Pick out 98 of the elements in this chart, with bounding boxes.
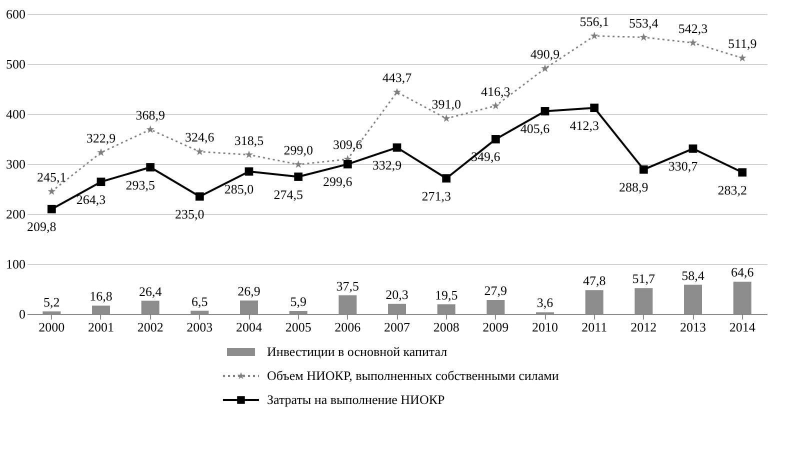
point — [343, 160, 352, 168]
point — [393, 88, 401, 96]
y-tick-label: 500 — [6, 56, 26, 72]
point — [689, 38, 697, 46]
data-label: 299,6 — [323, 174, 353, 190]
data-label: 332,9 — [372, 158, 402, 173]
x-tick-label: 2010 — [532, 320, 558, 334]
x-tick-label: 2014 — [729, 320, 756, 334]
data-label: 412,3 — [570, 118, 599, 133]
data-label: 293,5 — [126, 177, 155, 192]
x-tick-label: 2003 — [186, 320, 213, 334]
data-label: 511,9 — [728, 36, 757, 52]
point — [392, 143, 402, 152]
x-tick-label: 2006 — [334, 320, 362, 334]
data-label: 5,2 — [44, 294, 60, 310]
x-tick-label: 2005 — [285, 320, 312, 334]
data-label: 264,3 — [76, 192, 106, 207]
point — [541, 64, 549, 72]
y-tick-label: 400 — [6, 106, 26, 122]
data-label: 556,1 — [580, 14, 609, 29]
point — [96, 178, 106, 186]
y-tick-label: 200 — [6, 206, 26, 222]
point — [738, 168, 747, 177]
data-label: 37,5 — [336, 278, 360, 294]
point — [590, 104, 599, 112]
data-label: 274,5 — [274, 186, 303, 202]
data-label: 20,3 — [386, 286, 408, 302]
data-label: 288,9 — [619, 180, 648, 195]
data-label: 47,8 — [582, 273, 606, 288]
point — [196, 148, 204, 156]
legend-label: Инвестиции в основной капитал — [267, 344, 448, 359]
data-label: 318,5 — [234, 132, 264, 148]
y-tick-label: 100 — [6, 256, 26, 272]
data-label: 405,6 — [520, 121, 550, 136]
point — [639, 165, 648, 174]
point — [590, 32, 598, 40]
y-tick-label: 300 — [6, 156, 26, 172]
data-label: 27,9 — [484, 283, 508, 298]
point — [540, 107, 550, 116]
data-label: 330,7 — [668, 158, 698, 174]
point — [294, 172, 303, 181]
point — [442, 174, 451, 183]
point — [442, 114, 450, 122]
point — [47, 204, 56, 214]
point — [738, 54, 746, 62]
x-tick-label: 2013 — [680, 320, 706, 334]
point — [491, 135, 500, 144]
data-label: 490,9 — [530, 46, 560, 62]
data-label: 19,5 — [434, 287, 458, 302]
data-label: 299,0 — [284, 142, 313, 158]
y-tick-label: 0 — [19, 306, 26, 322]
data-label: 26,4 — [138, 284, 162, 299]
data-label: 391,0 — [432, 96, 461, 112]
data-label: 245,1 — [37, 169, 66, 184]
data-label: 553,4 — [629, 15, 659, 30]
point — [146, 163, 155, 172]
data-label: 235,0 — [175, 206, 204, 222]
data-label: 443,7 — [382, 70, 412, 86]
data-label: 51,7 — [632, 271, 656, 286]
data-label: 209,8 — [27, 219, 56, 234]
legend-label: Объем НИОКР, выполненных собственными силами — [267, 368, 559, 383]
data-label: 416,3 — [481, 84, 510, 99]
point — [48, 187, 56, 195]
x-tick-label: 2009 — [482, 320, 509, 334]
data-label: 368,9 — [136, 108, 165, 123]
point — [640, 33, 648, 41]
data-label: 309,6 — [333, 137, 363, 152]
x-tick-label: 2004 — [236, 320, 262, 334]
data-label: 324,6 — [185, 130, 215, 145]
point — [688, 144, 698, 153]
x-tick-label: 2001 — [88, 320, 114, 334]
data-label: 3,6 — [536, 295, 554, 310]
x-tick-label: 2011 — [582, 320, 608, 334]
data-label: 58,4 — [682, 268, 705, 283]
point — [245, 150, 253, 158]
data-label: 322,9 — [86, 130, 116, 146]
x-tick-label: 2002 — [137, 320, 164, 334]
point — [294, 160, 302, 168]
x-tick-label: 2007 — [384, 320, 410, 334]
point — [195, 192, 204, 201]
data-label: 542,3 — [678, 20, 708, 36]
x-tick-label: 2008 — [433, 320, 460, 334]
point — [146, 125, 154, 133]
data-label: 5,9 — [290, 294, 306, 310]
data-label: 271,3 — [422, 188, 451, 204]
data-label: 6,5 — [192, 294, 208, 309]
data-label: 64,6 — [730, 264, 754, 280]
y-tick-label: 600 — [6, 6, 26, 22]
legend-label: Затраты на выполнение НИОКР — [267, 392, 445, 407]
data-label: 283,2 — [718, 182, 747, 198]
point — [492, 102, 500, 110]
point — [244, 167, 254, 176]
data-label: 285,0 — [224, 182, 254, 196]
x-tick-label: 2012 — [630, 320, 657, 334]
point — [97, 148, 105, 156]
data-label: 26,9 — [238, 284, 260, 299]
data-label: 16,8 — [90, 288, 112, 304]
x-tick-label: 2000 — [38, 320, 65, 334]
